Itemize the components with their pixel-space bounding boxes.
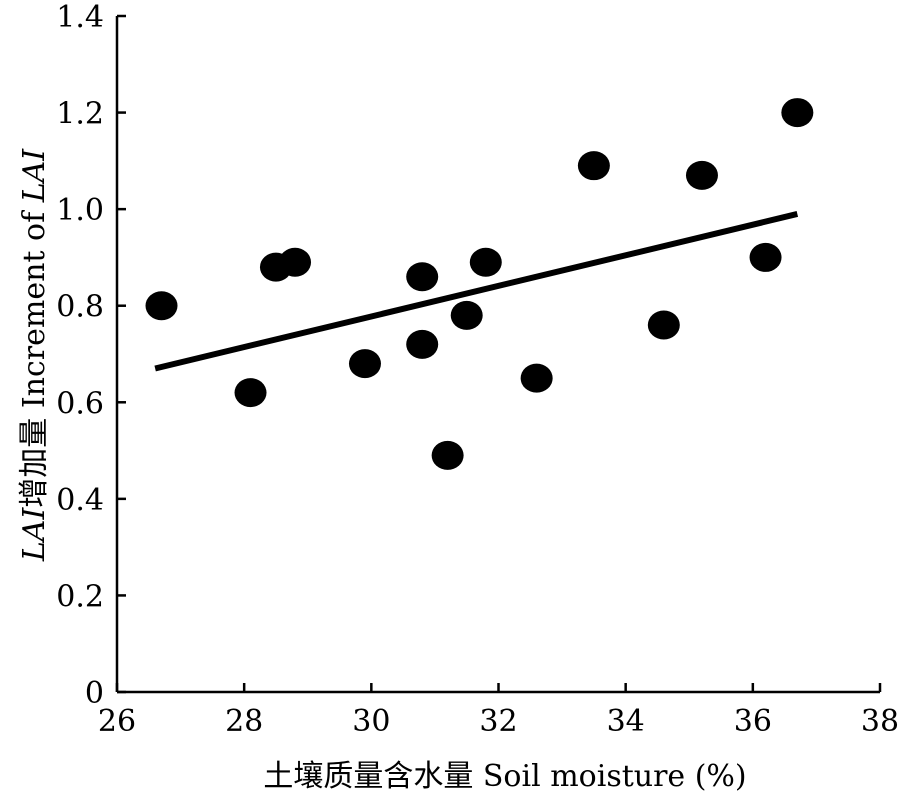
ticks: 26 28 30 32 34 36 38 0 0.2 0.4 0.6 0.8 1.0 1.2 1.4 <box>56 0 899 739</box>
data-point <box>520 363 553 393</box>
points-group <box>145 98 814 470</box>
y-tick-label: 0.8 <box>56 290 104 325</box>
x-axis-title: 土壤质量含水量 Soil moisture (%) <box>263 759 746 794</box>
y-axis-title-suffix: LAI <box>17 148 52 204</box>
y-axis-title-prefix: LAI <box>17 507 52 563</box>
x-tick-label: 36 <box>734 704 772 739</box>
x-tick-label: 26 <box>98 704 136 739</box>
x-tick-label: 34 <box>607 704 645 739</box>
x-tick-label: 28 <box>225 704 263 739</box>
y-tick-label: 1.4 <box>56 0 104 35</box>
x-tick-label: 32 <box>479 704 517 739</box>
data-point <box>749 242 782 272</box>
x-tick-label: 38 <box>861 704 899 739</box>
y-tick-label: 0 <box>85 676 104 711</box>
y-tick-label: 0.6 <box>56 386 104 421</box>
y-tick-label: 1.0 <box>56 193 104 228</box>
y-axis-title: LAI增加量 Increment of LAI <box>17 148 52 562</box>
y-axis-title-middle: 增加量 Increment of <box>17 202 52 507</box>
data-point <box>685 160 718 190</box>
data-point <box>406 262 439 292</box>
data-point <box>647 310 680 340</box>
data-point <box>406 329 439 359</box>
trendline <box>154 211 799 372</box>
x-tick-label: 30 <box>352 704 390 739</box>
data-point <box>577 151 610 181</box>
data-point <box>145 291 178 321</box>
y-tick-label: 1.2 <box>56 97 104 132</box>
axes <box>115 16 880 694</box>
data-point <box>781 98 814 128</box>
data-point <box>348 349 381 379</box>
data-point <box>431 440 464 470</box>
y-tick-label: 0.2 <box>56 579 104 614</box>
y-tick-label: 0.4 <box>56 483 104 518</box>
data-point <box>450 300 483 330</box>
data-point <box>234 378 267 408</box>
data-point <box>469 247 502 277</box>
data-point <box>279 247 312 277</box>
trendline-group <box>154 211 799 372</box>
